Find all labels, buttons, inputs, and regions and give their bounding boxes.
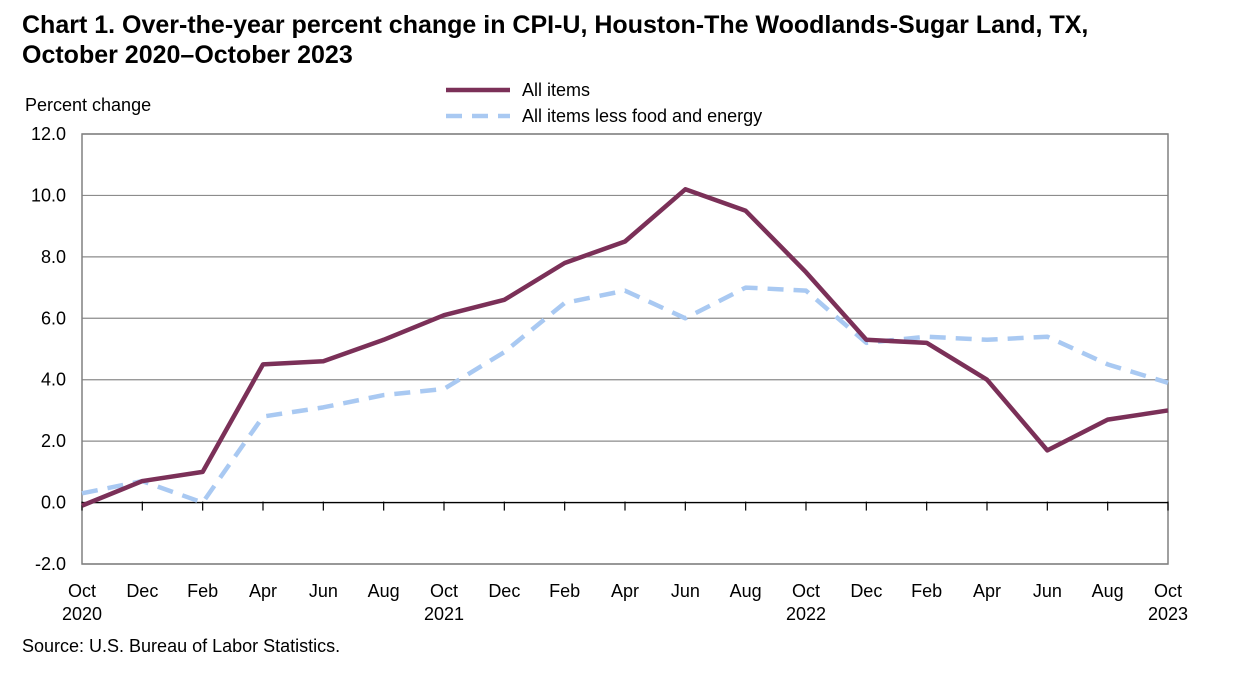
x-tick-label: Dec bbox=[126, 581, 158, 601]
chart-title-line-2: October 2020–October 2023 bbox=[22, 41, 353, 69]
x-axis: Oct 2020 Dec Feb Apr Jun Aug Oct 2021 Dec Feb Apr Ju… bbox=[62, 501, 1188, 624]
chart-title: Chart 1. Over-the-year percent change in… bbox=[22, 10, 1222, 70]
x-tick-label: Apr bbox=[973, 581, 1001, 601]
chart-title-line-1: Chart 1. Over-the-year percent change in… bbox=[22, 11, 1089, 39]
y-tick-label: -2.0 bbox=[35, 554, 66, 574]
y-tick-label: 10.0 bbox=[31, 185, 66, 205]
y-axis: 12.0 10.0 8.0 6.0 4.0 2.0 0.0 -2.0 bbox=[31, 124, 66, 574]
series-lines bbox=[81, 187, 1169, 508]
x-year-label: 2023 bbox=[1148, 604, 1188, 624]
source-note: Source: U.S. Bureau of Labor Statistics. bbox=[22, 636, 341, 656]
x-tick-label: Oct bbox=[792, 581, 820, 601]
x-tick-label: Apr bbox=[249, 581, 277, 601]
x-tick-label: Apr bbox=[611, 581, 639, 601]
y-tick-label: 12.0 bbox=[31, 124, 66, 144]
legend-label-1: All items less food and energy bbox=[522, 106, 762, 126]
y-tick-label: 0.0 bbox=[41, 493, 66, 513]
x-tick-label: Aug bbox=[368, 581, 400, 601]
x-tick-label: Jun bbox=[1033, 581, 1062, 601]
x-tick-label: Aug bbox=[730, 581, 762, 601]
y-axis-label: Percent change bbox=[25, 95, 151, 115]
legend-label-0: All items bbox=[522, 80, 590, 100]
y-tick-label: 4.0 bbox=[41, 370, 66, 390]
gridlines bbox=[82, 133, 1168, 565]
line-chart: Percent change All items All items less f… bbox=[25, 80, 1188, 624]
x-tick-label: Feb bbox=[187, 581, 218, 601]
y-tick-label: 6.0 bbox=[41, 308, 66, 328]
x-tick-label: Feb bbox=[549, 581, 580, 601]
x-tick-label: Feb bbox=[911, 581, 942, 601]
x-year-label: 2021 bbox=[424, 604, 464, 624]
x-tick-label: Dec bbox=[850, 581, 882, 601]
x-tick-label: Aug bbox=[1092, 581, 1124, 601]
x-tick-label: Oct bbox=[430, 581, 458, 601]
x-year-label: 2020 bbox=[62, 604, 102, 624]
x-tick-label: Oct bbox=[1154, 581, 1182, 601]
x-tick-label: Jun bbox=[671, 581, 700, 601]
plot-area bbox=[81, 133, 1169, 565]
x-year-label: 2022 bbox=[786, 604, 826, 624]
x-tick-label: Oct bbox=[68, 581, 96, 601]
series-line-0 bbox=[81, 187, 1169, 508]
legend: All items All items less food and energy bbox=[446, 80, 762, 126]
y-tick-label: 2.0 bbox=[41, 431, 66, 451]
y-tick-label: 8.0 bbox=[41, 247, 66, 267]
x-tick-label: Dec bbox=[488, 581, 520, 601]
series-line-1 bbox=[81, 285, 1169, 505]
x-tick-label: Jun bbox=[309, 581, 338, 601]
